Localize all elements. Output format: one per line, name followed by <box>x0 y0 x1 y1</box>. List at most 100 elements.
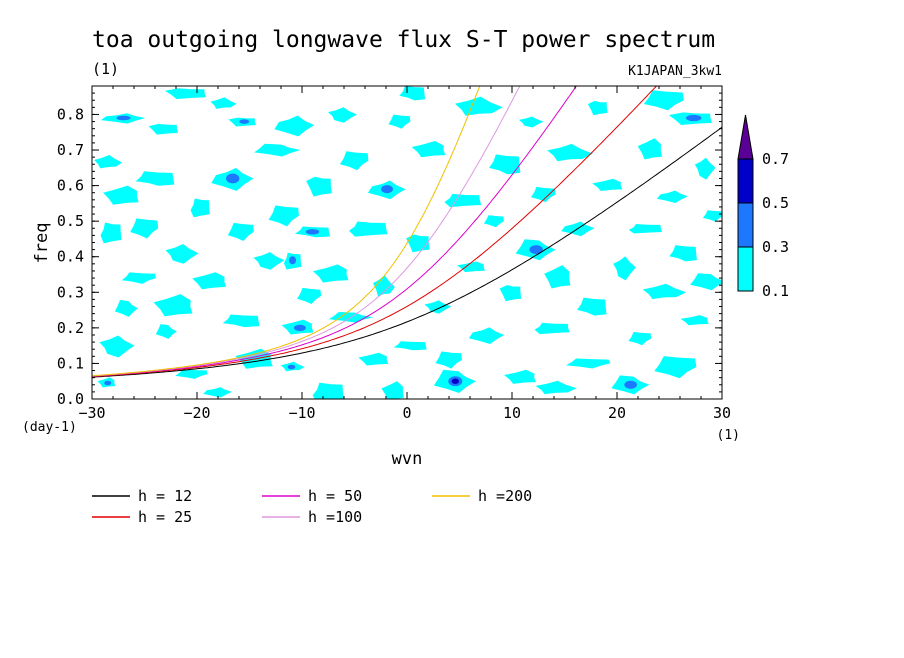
contour-patch-high <box>685 114 702 122</box>
contour-patch <box>613 256 636 281</box>
contour-patch <box>349 221 388 237</box>
contour-patch <box>694 157 716 180</box>
contour-patch <box>577 297 607 316</box>
contour-patch <box>192 272 226 290</box>
contour-patch <box>130 218 159 239</box>
y-tick-label: 0.2 <box>57 319 84 337</box>
legend-label: h = 50 <box>308 487 362 505</box>
contour-patch <box>642 283 687 300</box>
colorbar-segment <box>737 158 754 204</box>
axes: −30 −20 −10 0 10 20 30 0.0 0.1 0.2 0.3 0.4 0.5 0.6 0.7… <box>57 86 731 422</box>
contour-patch <box>424 300 452 314</box>
contour-patch <box>121 272 156 284</box>
colorbar-extend-arrow <box>737 114 754 160</box>
contour-patch <box>628 331 652 346</box>
contour-patch <box>643 90 684 111</box>
x-tick-label: −20 <box>183 404 210 422</box>
x-axis-label: wvn <box>392 449 423 469</box>
contour-patch-high <box>116 115 131 121</box>
contour-patch <box>306 176 332 197</box>
colorbar-label: 0.5 <box>762 194 789 212</box>
contour-patch <box>373 275 395 297</box>
contour-patch <box>164 88 207 100</box>
contour-patch <box>680 315 709 326</box>
contour-patch <box>358 352 389 366</box>
dataset-label: K1JAPAN_3kw1 <box>628 64 722 79</box>
legend-label: h =200 <box>478 487 532 505</box>
contour-patch <box>135 171 175 186</box>
x-tick-label: 30 <box>713 404 731 422</box>
y-tick-label: 0.6 <box>57 177 84 195</box>
contour-patch <box>669 245 697 262</box>
contour-patch <box>381 381 404 399</box>
contour-patch <box>628 224 662 234</box>
contour-patch <box>253 252 285 270</box>
dispersion-curve <box>92 86 521 377</box>
colorbar: 0.1 0.3 0.5 0.7 <box>737 114 789 300</box>
contour-patch-high <box>226 173 240 184</box>
contour-patch <box>313 264 349 283</box>
x-tick-label: −10 <box>288 404 315 422</box>
contour-patch <box>483 215 504 228</box>
contour-patch <box>227 222 254 241</box>
y-tick-label: 0.7 <box>57 141 84 159</box>
contour-patch <box>406 234 430 253</box>
chart-title: toa outgoing longwave flux S-T power spe… <box>92 27 715 53</box>
y-unit-label: (day-1) <box>22 420 77 435</box>
colorbar-segment <box>737 246 754 292</box>
legend-label: h = 25 <box>138 508 192 526</box>
colorbar-segment <box>737 202 754 248</box>
contour-patch <box>153 294 193 317</box>
contour-patch <box>518 116 544 128</box>
contour-patch <box>654 356 697 379</box>
contour-patch-high <box>529 245 543 255</box>
dispersion-curves <box>92 86 722 378</box>
x-tick-label: 0 <box>402 404 411 422</box>
contour-patch <box>190 198 210 218</box>
contour-patch <box>94 155 123 169</box>
contour-patch <box>203 387 233 398</box>
contour-patch <box>312 382 344 399</box>
contour-patch <box>388 114 411 129</box>
contour-patch <box>297 287 322 304</box>
y-tick-label: 0.8 <box>57 105 84 123</box>
contour-patch <box>454 96 503 116</box>
colorbar-label: 0.3 <box>762 238 789 256</box>
colorbar-label: 0.1 <box>762 282 789 300</box>
contour-patch-high <box>287 364 296 370</box>
contour-patch <box>268 205 299 227</box>
contour-patch <box>175 369 208 379</box>
contour-patch <box>99 335 135 358</box>
contour-patch <box>222 314 260 328</box>
contour-patch <box>504 369 536 384</box>
legend-label: h =100 <box>308 508 362 526</box>
contour-patch <box>587 100 608 116</box>
y-axis-label: freq <box>32 223 52 264</box>
contour-patch <box>690 273 722 291</box>
legend-label: h = 12 <box>138 487 192 505</box>
contour-patch <box>435 351 462 369</box>
contour-patch <box>530 186 556 203</box>
dispersion-curve <box>92 86 658 378</box>
contour-patch-high <box>624 380 637 389</box>
contour-patch <box>210 97 237 109</box>
contour-patch <box>547 143 593 162</box>
contour-patch-high <box>104 380 112 386</box>
contour-patch <box>468 327 505 344</box>
x-tick-label: 10 <box>503 404 521 422</box>
dispersion-curve <box>92 86 481 377</box>
contour-patch <box>148 123 178 135</box>
contour-patch <box>489 154 521 175</box>
contour-patch <box>592 178 623 191</box>
contour-patch <box>535 380 577 395</box>
contour-patch-high <box>293 324 306 332</box>
y-tick-label: 0.0 <box>57 390 84 408</box>
contour-patch <box>656 190 688 203</box>
contour-patch <box>328 107 357 123</box>
y-tick-label: 0.1 <box>57 354 84 372</box>
y-tick-label: 0.4 <box>57 248 84 266</box>
contour-patch <box>566 358 611 369</box>
contour-patch <box>100 222 122 244</box>
